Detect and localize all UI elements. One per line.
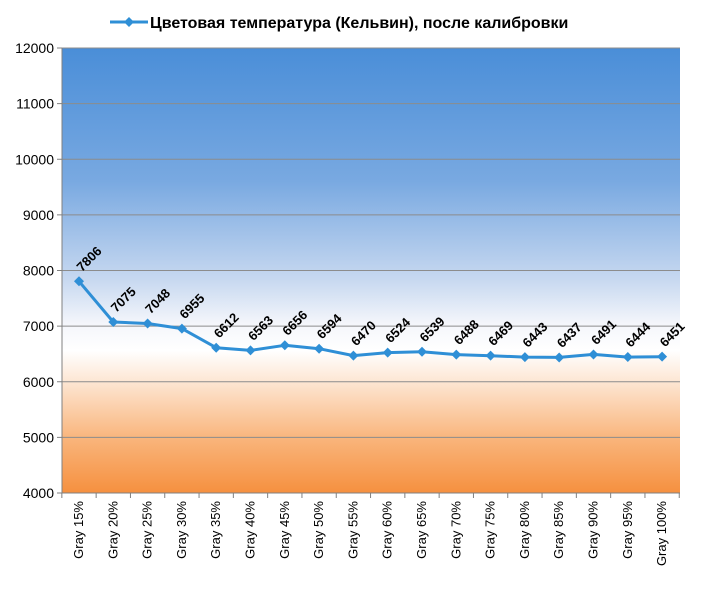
x-tick-label: Gray 90%	[586, 501, 601, 559]
data-point-marker	[211, 342, 222, 353]
y-tick-label: 7000	[23, 318, 54, 334]
y-tick-label: 6000	[23, 374, 54, 390]
data-point-marker	[314, 343, 325, 354]
legend: Цветовая температура (Кельвин), после ка…	[110, 15, 568, 32]
data-point-marker	[417, 346, 427, 357]
x-tick-label: Gray 20%	[105, 501, 120, 559]
data-point-marker	[451, 349, 462, 360]
axes	[57, 47, 680, 498]
x-tick-label: Gray 75%	[483, 501, 498, 559]
series-line	[77, 280, 663, 359]
x-tick-label: Gray 40%	[243, 501, 258, 559]
data-point-marker	[348, 350, 359, 361]
x-tick-label: Gray 85%	[551, 501, 566, 559]
data-point-marker	[554, 352, 565, 363]
y-tick-label: 12000	[15, 40, 54, 56]
y-tick-label: 4000	[23, 485, 54, 501]
series-line-path	[77, 280, 663, 359]
data-point-marker	[74, 276, 84, 287]
x-tick-label: Gray 15%	[71, 501, 86, 559]
y-axis-ticks: 4000 5000 6000 7000 8000 9000 10000 11000 12000	[15, 40, 54, 501]
x-tick-label: Gray 35%	[208, 501, 223, 559]
y-tick-label: 11000	[16, 96, 54, 112]
x-tick-label: Gray 80%	[517, 501, 532, 559]
x-axis-ticks: Gray 15% Gray 20% Gray 25% Gray 30% Gray 35%…	[71, 501, 669, 566]
x-tick-label: Gray 60%	[380, 501, 395, 559]
series-markers	[74, 276, 668, 363]
x-tick-label: Gray 25%	[140, 501, 155, 559]
x-tick-label: Gray 100%	[654, 501, 669, 566]
y-tick-label: 5000	[23, 429, 54, 445]
x-tick-label: Gray 95%	[620, 501, 635, 559]
x-tick-label: Gray 45%	[277, 501, 292, 559]
data-point-marker	[622, 352, 633, 363]
data-point-marker	[588, 349, 599, 360]
data-point-marker	[245, 345, 256, 356]
x-tick-label: Gray 30%	[174, 501, 189, 559]
data-point-marker	[382, 347, 393, 358]
data-point-marker	[657, 351, 668, 362]
y-tick-label: 9000	[23, 207, 54, 223]
data-point-marker	[142, 318, 153, 329]
data-point-marker	[519, 352, 530, 363]
legend-label: Цветовая температура (Кельвин), после ка…	[150, 15, 568, 32]
data-point-marker	[108, 316, 119, 327]
x-tick-label: Gray 55%	[345, 501, 360, 559]
data-point-marker	[176, 323, 187, 334]
y-tick-label: 10000	[15, 151, 54, 167]
x-tick-label: Gray 50%	[311, 501, 326, 559]
legend-marker-swatch	[124, 17, 134, 27]
x-tick-label: Gray 65%	[414, 501, 429, 559]
data-point-marker	[279, 340, 290, 351]
x-tick-label: Gray 70%	[448, 501, 463, 559]
y-tick-label: 8000	[23, 263, 54, 279]
data-point-marker	[485, 350, 496, 361]
